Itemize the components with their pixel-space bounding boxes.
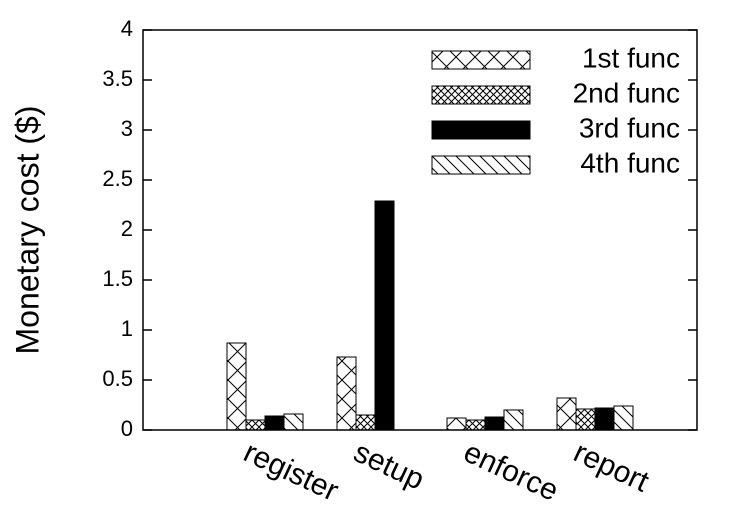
legend-label: 2nd func bbox=[573, 77, 680, 108]
y-tick-label: 4 bbox=[121, 16, 133, 41]
y-tick-label: 0.5 bbox=[102, 366, 133, 391]
bar bbox=[336, 356, 357, 431]
bar bbox=[613, 405, 634, 431]
y-axis-label: Monetary cost ($) bbox=[9, 106, 45, 355]
legend-swatch bbox=[431, 155, 531, 175]
bar bbox=[556, 397, 577, 431]
y-tick-label: 1.5 bbox=[102, 266, 133, 291]
bar bbox=[465, 419, 486, 431]
bar bbox=[503, 409, 524, 431]
x-tick-label: register bbox=[239, 436, 344, 508]
x-tick-label: report bbox=[569, 436, 655, 499]
y-tick-label: 1 bbox=[121, 316, 133, 341]
legend-swatch bbox=[431, 85, 531, 105]
legend-swatch bbox=[431, 50, 531, 70]
y-tick-label: 2.5 bbox=[102, 166, 133, 191]
bar bbox=[245, 419, 266, 431]
bar bbox=[594, 407, 615, 431]
x-tick-label: enforce bbox=[459, 436, 564, 508]
legend-label: 4th func bbox=[580, 147, 680, 178]
bar bbox=[484, 416, 505, 431]
bar bbox=[446, 417, 467, 431]
y-tick-label: 3 bbox=[121, 116, 133, 141]
legend-label: 3rd func bbox=[579, 112, 680, 143]
bar bbox=[575, 408, 596, 431]
bar bbox=[355, 414, 376, 431]
x-tick-label: setup bbox=[349, 436, 429, 497]
legend-label: 1st func bbox=[582, 42, 680, 73]
bar bbox=[283, 413, 304, 431]
y-tick-label: 3.5 bbox=[102, 66, 133, 91]
y-tick-label: 2 bbox=[121, 216, 133, 241]
plot-frame bbox=[142, 29, 698, 431]
bar bbox=[264, 415, 285, 431]
bar bbox=[374, 200, 395, 431]
y-tick-label: 0 bbox=[121, 416, 133, 441]
bar bbox=[226, 342, 247, 431]
legend-swatch bbox=[431, 120, 531, 140]
